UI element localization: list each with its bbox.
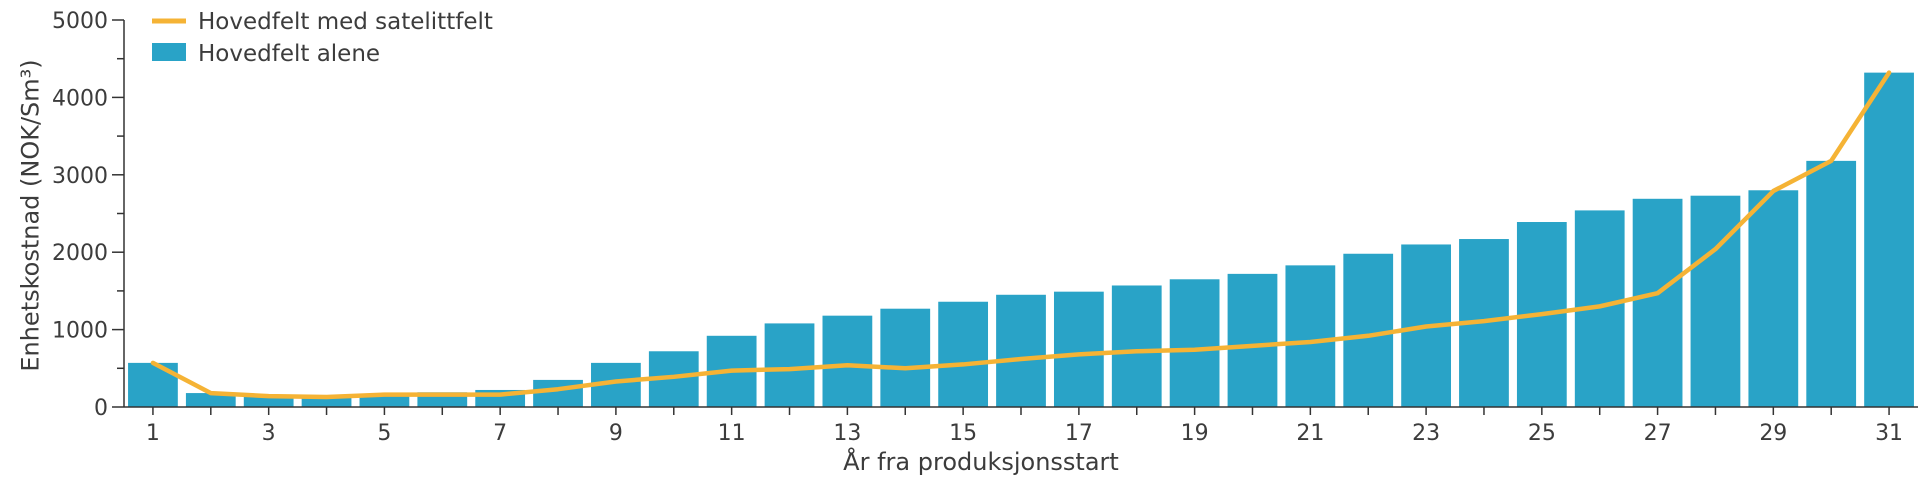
x-tick-label: 31 — [1875, 421, 1903, 446]
x-tick-label: 1 — [146, 421, 160, 446]
legend-label-bar: Hovedfelt alene — [198, 41, 380, 67]
x-tick-label: 23 — [1412, 421, 1440, 446]
bar-31 — [1864, 72, 1914, 407]
bar-17 — [1053, 291, 1104, 407]
bar-4 — [301, 396, 352, 407]
x-tick-label: 15 — [949, 421, 977, 446]
bar-19 — [1169, 279, 1220, 407]
x-axis-title: År fra produksjonsstart — [843, 447, 1119, 476]
x-tick-label: 21 — [1296, 421, 1324, 446]
bar-14 — [880, 308, 931, 407]
y-tick-label: 2000 — [52, 241, 108, 266]
bar-2 — [185, 393, 236, 407]
bar-22 — [1343, 253, 1394, 407]
bar-27 — [1632, 198, 1683, 407]
bar-13 — [822, 315, 873, 407]
legend-swatch-bar — [152, 43, 186, 61]
y-ticks: 0 1000 2000 3000 4000 5000 — [52, 9, 124, 421]
bar-series — [128, 72, 1914, 407]
bar-16 — [996, 294, 1046, 407]
y-tick-label: 1000 — [52, 319, 108, 344]
x-tick-label: 29 — [1759, 421, 1787, 446]
x-tick-label: 7 — [493, 421, 507, 446]
y-tick-label: 3000 — [52, 164, 108, 189]
bar-20 — [1227, 273, 1278, 407]
bar-30 — [1806, 160, 1857, 407]
y-tick-label: 5000 — [52, 9, 108, 34]
legend: Hovedfelt med satelittfelt Hovedfelt ale… — [152, 9, 493, 67]
x-tick-label: 5 — [377, 421, 391, 446]
line-series — [150, 70, 1892, 400]
x-tick-label: 9 — [609, 421, 623, 446]
x-tick-label: 19 — [1181, 421, 1209, 446]
bar-18 — [1111, 285, 1162, 407]
bar-28 — [1690, 195, 1741, 407]
y-axis-title: Enhetskostnad (NOK/Sm³) — [16, 59, 44, 371]
x-tick-label: 3 — [262, 421, 276, 446]
x-tick-label: 25 — [1528, 421, 1556, 446]
x-tick-label: 13 — [833, 421, 861, 446]
y-tick-label: 4000 — [52, 86, 108, 111]
legend-label-line: Hovedfelt med satelittfelt — [198, 9, 493, 35]
bar-15 — [938, 301, 989, 407]
bar-5 — [359, 394, 410, 407]
x-ticks: 1 3 5 7 9 11 13 15 17 19 21 23 25 27 29 31 — [146, 407, 1903, 446]
x-tick-label: 27 — [1644, 421, 1672, 446]
y-tick-label: 0 — [94, 396, 108, 421]
bar-8 — [533, 379, 583, 407]
bar-21 — [1285, 265, 1336, 407]
bar-29 — [1748, 190, 1799, 407]
x-tick-label: 17 — [1065, 421, 1093, 446]
bar-12 — [764, 323, 815, 407]
x-tick-label: 11 — [718, 421, 746, 446]
bar-3 — [243, 395, 294, 407]
